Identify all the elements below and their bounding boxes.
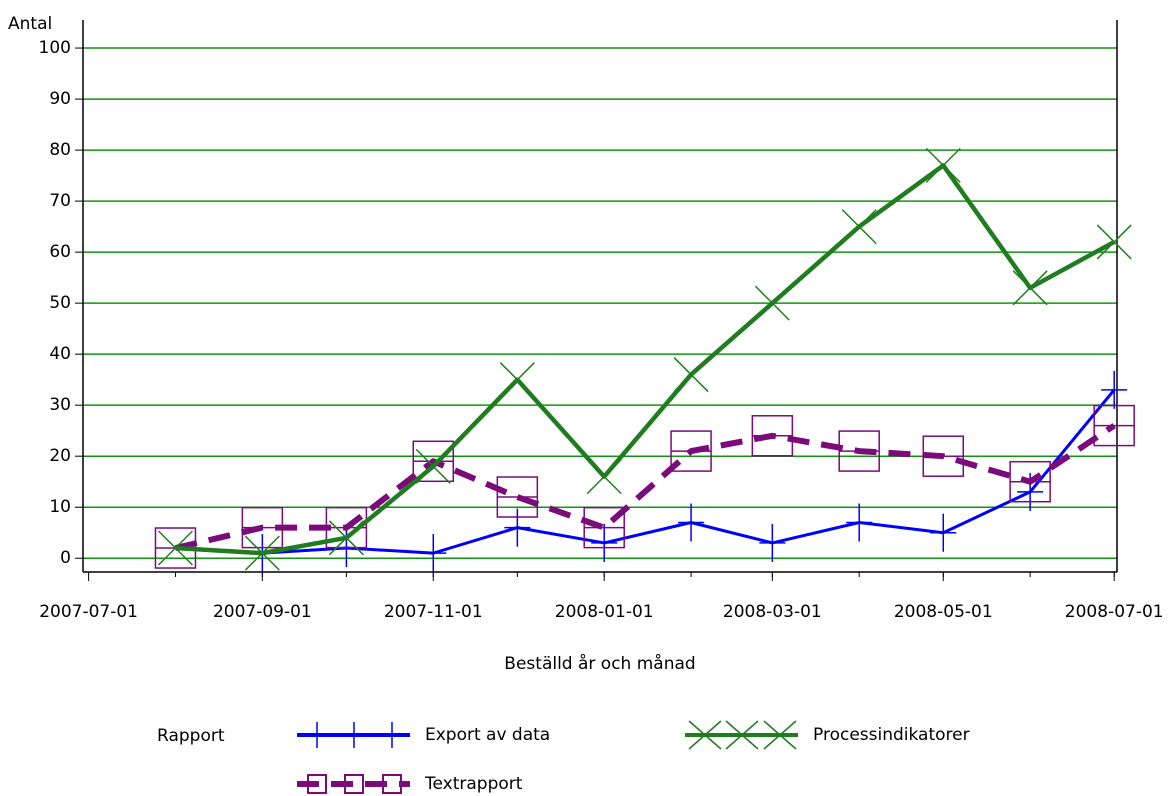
marker-part <box>244 535 280 571</box>
y-tick-label: 70 <box>49 191 71 211</box>
x-tick-label: 2007-07-01 <box>39 602 138 622</box>
y-tick-label: 10 <box>49 497 71 517</box>
marker <box>412 440 455 483</box>
marker-part <box>586 459 622 495</box>
marker <box>591 523 618 562</box>
x-tick-label: 2008-01-01 <box>555 602 654 622</box>
marker <box>420 534 447 573</box>
legend-marker <box>382 774 402 794</box>
marker <box>499 362 535 398</box>
marker <box>670 430 712 472</box>
y-tick-label: 100 <box>39 38 71 58</box>
marker <box>1096 224 1132 260</box>
marker-part <box>925 147 961 183</box>
marker <box>838 430 880 472</box>
marker <box>1009 460 1051 503</box>
x-tick-label: 2008-07-01 <box>1065 602 1164 622</box>
marker <box>754 285 790 321</box>
marker <box>244 535 280 571</box>
y-axis-label: Antal <box>8 14 52 34</box>
marker-part <box>415 448 451 484</box>
series-line <box>175 163 1116 556</box>
legend-marker <box>763 720 797 750</box>
marker-part <box>688 720 722 750</box>
x-tick-label: 2008-03-01 <box>723 602 822 622</box>
legend-label: Processindikatorer <box>813 725 970 745</box>
marker <box>496 476 539 518</box>
marker-part <box>1012 270 1048 306</box>
marker-part <box>1096 224 1132 260</box>
legend-marker <box>725 720 759 750</box>
marker <box>841 209 877 245</box>
marker <box>846 503 873 542</box>
y-tick-label: 0 <box>60 548 71 568</box>
legend-marker <box>344 774 364 794</box>
marker-part <box>499 362 535 398</box>
marker <box>922 435 965 477</box>
marker <box>759 523 786 562</box>
marker-part <box>344 774 364 794</box>
marker <box>1093 404 1135 447</box>
marker <box>504 508 531 547</box>
marker <box>925 147 961 183</box>
legend-marker <box>307 774 327 794</box>
y-tick-label: 40 <box>49 344 71 364</box>
marker <box>673 357 709 393</box>
marker <box>751 415 794 457</box>
y-tick-label: 30 <box>49 395 71 415</box>
marker-part <box>307 774 327 794</box>
y-tick-label: 50 <box>49 293 71 313</box>
y-tick-label: 90 <box>49 89 71 109</box>
marker-part <box>673 357 709 393</box>
marker <box>415 448 451 484</box>
y-tick-label: 80 <box>49 140 71 160</box>
legend-title: Rapport <box>157 726 225 746</box>
marker-part <box>725 720 759 750</box>
marker <box>1012 270 1048 306</box>
legend-label: Textrapport <box>424 774 523 794</box>
y-tick-label: 60 <box>49 242 71 262</box>
marker-part <box>763 720 797 750</box>
x-tick-label: 2007-09-01 <box>213 602 312 622</box>
marker <box>1101 370 1128 409</box>
legend-label: Export av data <box>425 725 550 745</box>
marker <box>241 506 284 549</box>
marker <box>583 506 625 549</box>
x-tick-label: 2008-05-01 <box>894 602 993 622</box>
marker <box>586 459 622 495</box>
legend-marker <box>688 720 722 750</box>
marker-part <box>382 774 402 794</box>
marker <box>930 513 957 552</box>
marker <box>678 503 705 542</box>
marker-part <box>328 520 364 556</box>
marker-part <box>157 530 194 566</box>
marker <box>328 520 364 556</box>
y-tick-label: 20 <box>49 446 71 466</box>
series-line <box>174 423 1116 551</box>
marker <box>157 530 194 566</box>
x-tick-label: 2007-11-01 <box>384 602 483 622</box>
marker-part <box>841 209 877 245</box>
x-axis-label: Beställd år och månad <box>504 653 695 674</box>
marker-part <box>754 285 790 321</box>
